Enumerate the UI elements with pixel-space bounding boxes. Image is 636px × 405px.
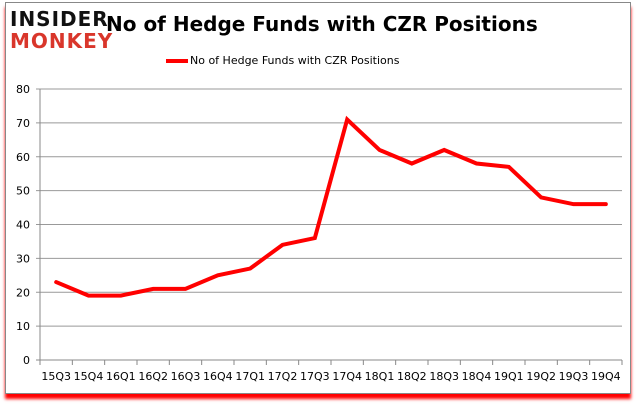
x-tick-label: 17Q1 <box>235 370 265 383</box>
logo-monkey: MONKEY <box>10 29 114 53</box>
y-tick-label: 70 <box>16 117 30 130</box>
x-tick-label: 17Q3 <box>300 370 330 383</box>
x-tick-label: 17Q4 <box>332 370 362 383</box>
y-tick-label: 50 <box>16 185 30 198</box>
legend-line-swatch <box>166 58 188 63</box>
x-tick-label: 18Q3 <box>429 370 459 383</box>
x-tick-label: 16Q4 <box>203 370 233 383</box>
x-tick-label: 18Q1 <box>365 370 395 383</box>
x-tick-label: 16Q2 <box>138 370 168 383</box>
x-tick-label: 19Q3 <box>559 370 589 383</box>
x-tick-label: 18Q4 <box>462 370 492 383</box>
y-tick-label: 60 <box>16 151 30 164</box>
logo-insider: INSIDER <box>10 7 109 31</box>
x-tick-label: 18Q2 <box>397 370 427 383</box>
legend-label: No of Hedge Funds with CZR Positions <box>190 54 400 67</box>
y-tick-label: 40 <box>16 219 30 232</box>
y-tick-label: 80 <box>16 83 30 96</box>
x-tick-label: 16Q3 <box>171 370 201 383</box>
legend: No of Hedge Funds with CZR Positions <box>166 54 399 67</box>
y-tick-label: 10 <box>16 320 30 333</box>
x-tick-label: 19Q2 <box>526 370 556 383</box>
y-tick-label: 20 <box>16 286 30 299</box>
y-tick-label: 30 <box>16 252 30 265</box>
series-line <box>54 115 608 298</box>
chart-title: No of Hedge Funds with CZR Positions <box>106 12 538 36</box>
x-tick-label: 15Q3 <box>41 370 71 383</box>
x-tick-label: 16Q1 <box>106 370 136 383</box>
x-tick-label: 19Q1 <box>494 370 524 383</box>
chart-frame <box>5 2 631 394</box>
x-tick-label: 19Q4 <box>591 370 621 383</box>
y-tick-label: 0 <box>23 354 30 367</box>
x-tick-label: 17Q2 <box>268 370 298 383</box>
x-tick-label: 15Q4 <box>74 370 104 383</box>
